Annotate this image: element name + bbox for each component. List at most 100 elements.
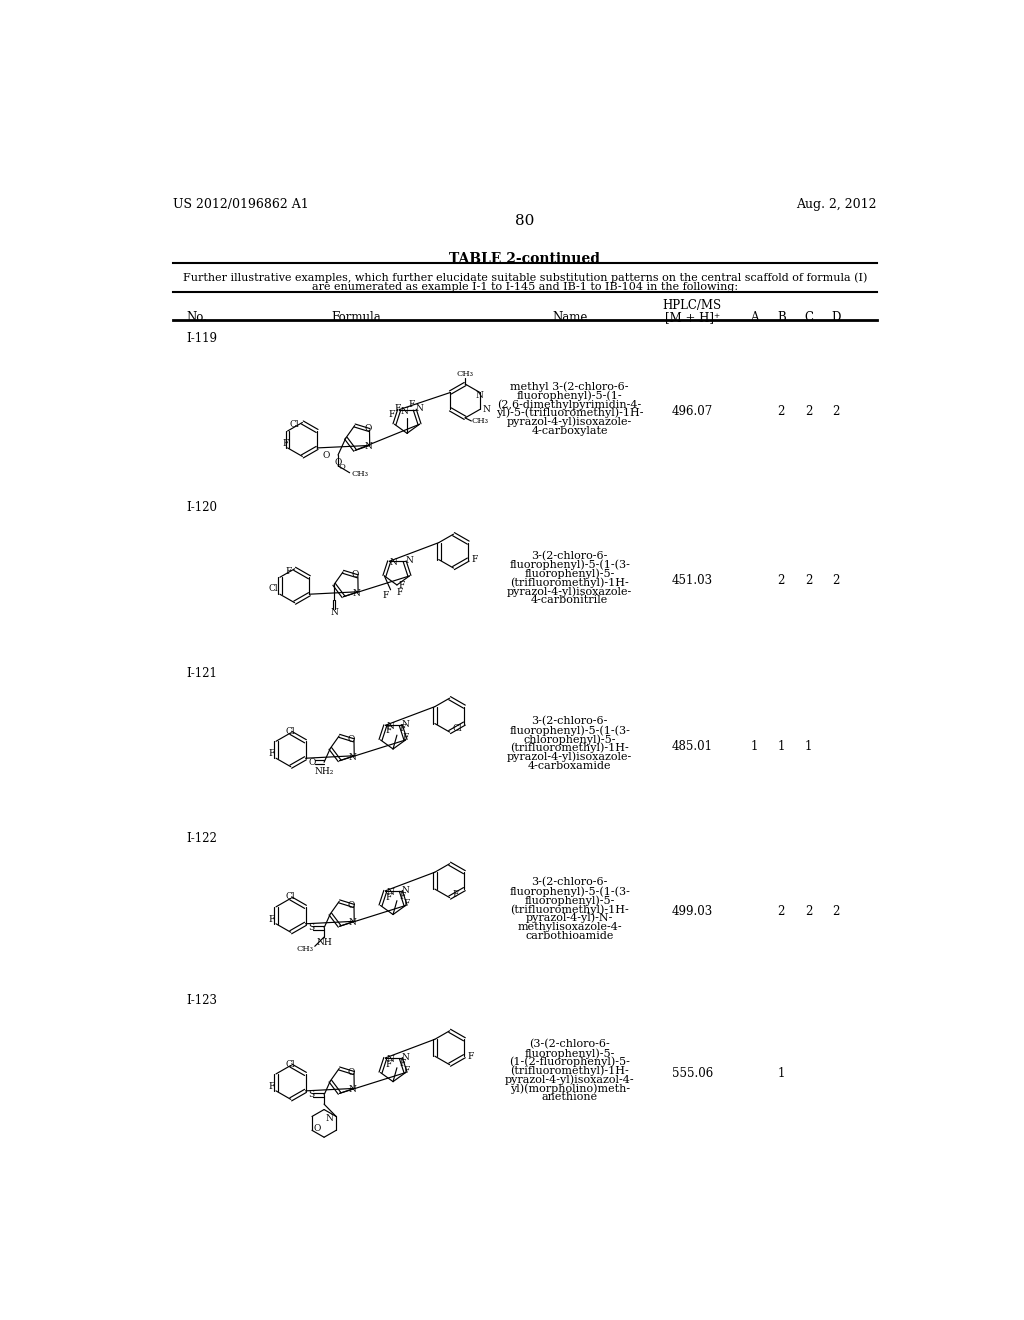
Text: A: A <box>750 312 759 323</box>
Text: pyrazol-4-yl)isoxazol-4-: pyrazol-4-yl)isoxazol-4- <box>505 1074 635 1085</box>
Text: S: S <box>308 1090 314 1100</box>
Text: 451.03: 451.03 <box>672 574 713 587</box>
Text: F: F <box>468 1052 474 1061</box>
Text: Cl: Cl <box>290 420 299 429</box>
Text: fluorophenyl)-5-: fluorophenyl)-5- <box>524 569 615 579</box>
Text: methyl 3-(2-chloro-6-: methyl 3-(2-chloro-6- <box>511 381 629 392</box>
Text: I-119: I-119 <box>186 331 217 345</box>
Text: N: N <box>476 391 483 400</box>
Text: F: F <box>385 726 391 735</box>
Text: F: F <box>403 1067 410 1076</box>
Text: pyrazol-4-yl)isoxazole-: pyrazol-4-yl)isoxazole- <box>507 751 633 762</box>
Text: I-121: I-121 <box>186 667 217 680</box>
Text: yl)(morpholino)meth-: yl)(morpholino)meth- <box>510 1084 630 1094</box>
Text: F: F <box>396 589 402 598</box>
Text: F: F <box>268 750 274 758</box>
Text: CH₃: CH₃ <box>352 470 369 478</box>
Text: NH: NH <box>316 939 332 946</box>
Text: 2: 2 <box>831 574 840 587</box>
Text: chlorophenyl)-5-: chlorophenyl)-5- <box>523 734 616 744</box>
Text: 4-carboxylate: 4-carboxylate <box>531 425 608 436</box>
Text: Cl: Cl <box>286 892 296 902</box>
Text: CH₃: CH₃ <box>457 370 474 378</box>
Text: TABLE 2-continued: TABLE 2-continued <box>450 252 600 267</box>
Text: 2: 2 <box>777 906 785 919</box>
Text: O: O <box>309 758 316 767</box>
Text: 1: 1 <box>777 739 785 752</box>
Text: 496.07: 496.07 <box>672 405 713 418</box>
Text: fluorophenyl)-5-(1-(3-: fluorophenyl)-5-(1-(3- <box>509 560 630 570</box>
Text: 3-(2-chloro-6-: 3-(2-chloro-6- <box>531 717 608 726</box>
Text: No.: No. <box>186 312 207 323</box>
Text: O: O <box>348 900 355 909</box>
Text: N: N <box>401 886 410 895</box>
Text: anethione: anethione <box>542 1092 598 1102</box>
Text: F: F <box>399 891 406 900</box>
Text: D: D <box>830 312 841 323</box>
Text: carbothioamide: carbothioamide <box>525 931 614 941</box>
Text: CH₃: CH₃ <box>296 945 313 953</box>
Text: I-122: I-122 <box>186 832 217 845</box>
Text: CH₃: CH₃ <box>471 417 488 425</box>
Text: Cl: Cl <box>286 1060 296 1069</box>
Text: 1: 1 <box>751 739 758 752</box>
Text: N: N <box>352 589 360 598</box>
Text: HPLC/MS: HPLC/MS <box>663 300 722 313</box>
Text: F: F <box>399 1059 406 1068</box>
Text: 2: 2 <box>831 405 840 418</box>
Text: N: N <box>365 442 372 450</box>
Text: Cl: Cl <box>268 585 279 593</box>
Text: 80: 80 <box>515 214 535 228</box>
Text: F: F <box>283 438 289 447</box>
Text: Cl: Cl <box>286 727 296 737</box>
Text: F: F <box>399 725 406 734</box>
Text: O: O <box>335 458 342 467</box>
Text: 485.01: 485.01 <box>672 739 713 752</box>
Text: fluorophenyl)-5-(1-: fluorophenyl)-5-(1- <box>517 391 623 401</box>
Text: N: N <box>386 888 394 896</box>
Text: yl)-5-(trifluoromethyl)-1H-: yl)-5-(trifluoromethyl)-1H- <box>496 408 643 418</box>
Text: (trifluoromethyl)-1H-: (trifluoromethyl)-1H- <box>510 577 629 587</box>
Text: F: F <box>268 915 274 924</box>
Text: (3-(2-chloro-6-: (3-(2-chloro-6- <box>529 1039 610 1049</box>
Text: Formula: Formula <box>332 312 382 323</box>
Text: 1: 1 <box>777 1067 785 1080</box>
Text: N: N <box>349 919 356 928</box>
Text: 3-(2-chloro-6-: 3-(2-chloro-6- <box>531 550 608 561</box>
Text: 2: 2 <box>777 405 785 418</box>
Text: F: F <box>471 556 478 564</box>
Text: NH₂: NH₂ <box>314 767 334 776</box>
Text: US 2012/0196862 A1: US 2012/0196862 A1 <box>173 198 308 211</box>
Text: (2,6-dimethylpyrimidin-4-: (2,6-dimethylpyrimidin-4- <box>498 399 642 409</box>
Text: methylisoxazole-4-: methylisoxazole-4- <box>517 921 622 932</box>
Text: Cl: Cl <box>453 725 463 734</box>
Text: S: S <box>308 923 314 932</box>
Text: 2: 2 <box>831 906 840 919</box>
Text: pyrazol-4-yl)isoxazole-: pyrazol-4-yl)isoxazole- <box>507 586 633 597</box>
Text: F: F <box>268 1082 274 1090</box>
Text: 4-carbonitrile: 4-carbonitrile <box>531 595 608 605</box>
Text: O: O <box>323 450 331 459</box>
Text: 2: 2 <box>805 906 812 919</box>
Text: N: N <box>416 404 423 413</box>
Text: F: F <box>388 411 394 420</box>
Text: Name: Name <box>552 312 588 323</box>
Text: F: F <box>286 566 292 576</box>
Text: N: N <box>349 1085 356 1094</box>
Text: F: F <box>385 894 391 902</box>
Text: 3-(2-chloro-6-: 3-(2-chloro-6- <box>531 878 608 888</box>
Text: O: O <box>352 570 359 579</box>
Text: N: N <box>330 609 338 618</box>
Text: F: F <box>394 404 400 413</box>
Text: O: O <box>365 424 372 433</box>
Text: I-123: I-123 <box>186 994 217 1007</box>
Text: fluorophenyl)-5-(1-(3-: fluorophenyl)-5-(1-(3- <box>509 725 630 735</box>
Text: Aug. 2, 2012: Aug. 2, 2012 <box>796 198 877 211</box>
Text: 1: 1 <box>805 739 812 752</box>
Text: (trifluoromethyl)-1H-: (trifluoromethyl)-1H- <box>510 1065 629 1076</box>
Text: N: N <box>386 722 394 731</box>
Text: 499.03: 499.03 <box>672 906 713 919</box>
Text: O: O <box>348 735 355 744</box>
Text: 2: 2 <box>805 405 812 418</box>
Text: F: F <box>409 400 415 408</box>
